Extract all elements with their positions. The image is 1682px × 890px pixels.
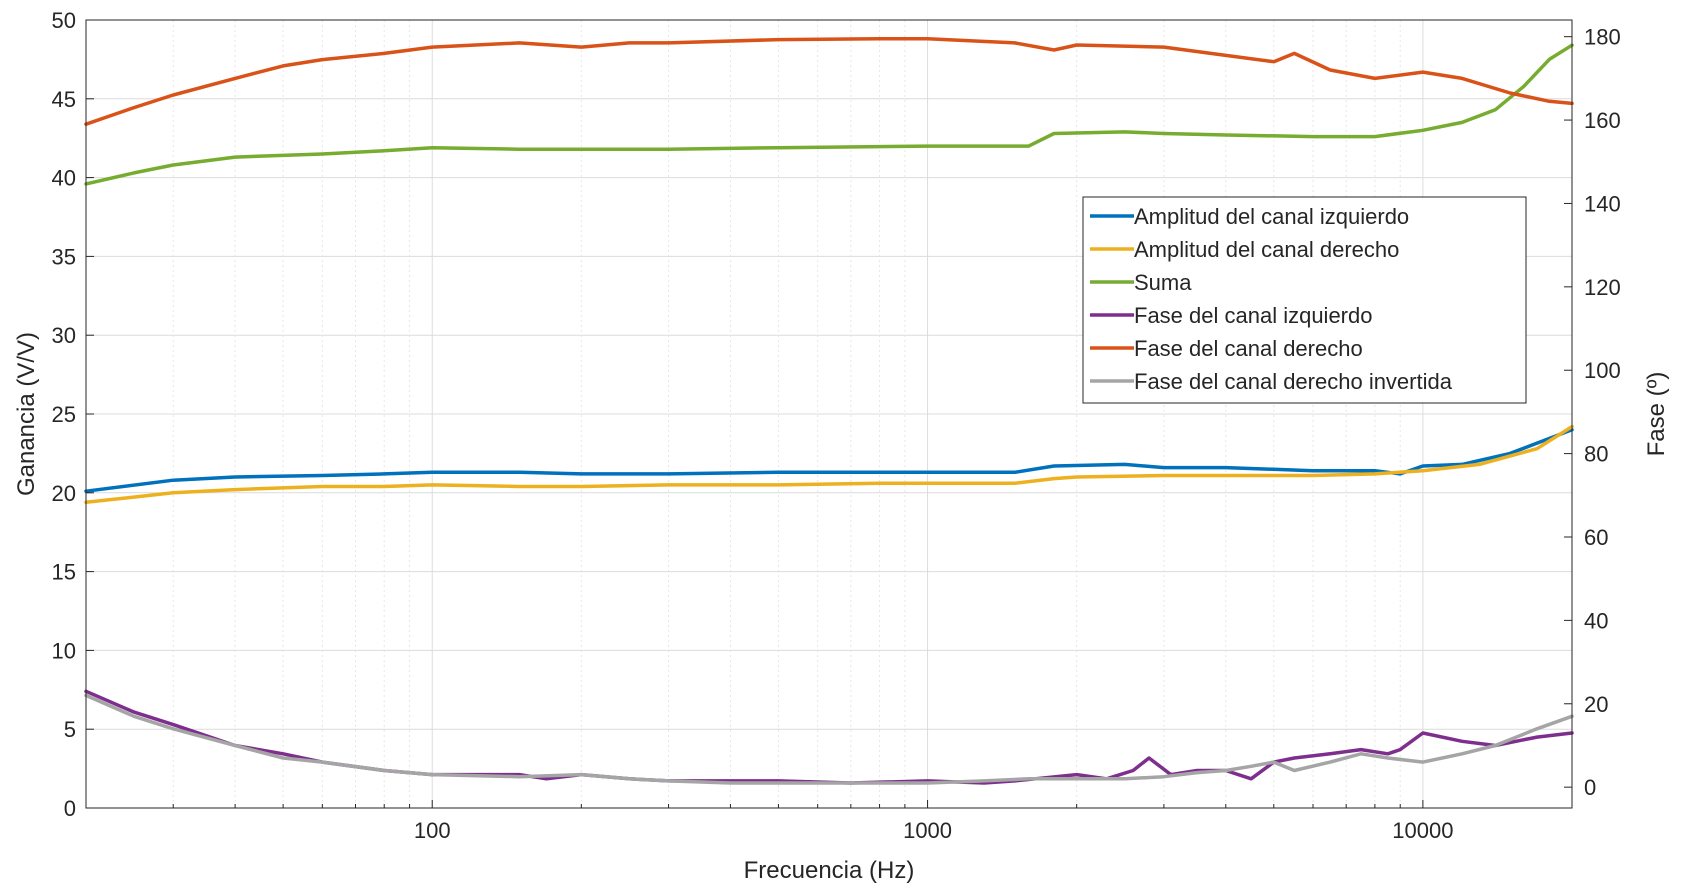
y-left-tick-label: 25 — [52, 402, 76, 427]
x-axis-label: Frecuencia (Hz) — [744, 857, 915, 884]
legend-box — [1082, 196, 1527, 404]
legend-entry: Suma — [1134, 270, 1192, 295]
y-left-tick-label: 35 — [52, 244, 76, 269]
y-right-tick-label: 60 — [1584, 525, 1608, 550]
series-line-6 — [84, 693, 1574, 785]
y-left-tick-label: 20 — [52, 481, 76, 506]
y-right-tick-label: 180 — [1584, 25, 1621, 50]
legend-entry: Amplitud del canal izquierdo — [1134, 204, 1409, 229]
y-left-tick-label: 10 — [52, 638, 76, 663]
y-left-axis-ticks: 0 5 10 15 20 25 30 35 40 45 50 — [52, 8, 94, 821]
y-left-tick-label: 0 — [64, 796, 76, 821]
y-left-axis-label: Ganancia (V/V) — [13, 332, 40, 496]
legend-entry: Fase del canal derecho invertida — [1134, 369, 1453, 394]
y-left-tick-label: 5 — [64, 717, 76, 742]
y-right-axis-ticks: 0 20 40 60 80 100 120 140 160 180 — [1564, 25, 1621, 800]
y-left-tick-label: 50 — [52, 8, 76, 33]
x-tick-label: 100 — [414, 818, 451, 843]
series-line-3 — [84, 43, 1574, 186]
series-line-2 — [84, 424, 1574, 505]
legend-entry: Fase del canal derecho — [1134, 336, 1363, 361]
y-right-tick-label: 100 — [1584, 358, 1621, 383]
series-line-4 — [84, 689, 1574, 785]
y-right-tick-label: 80 — [1584, 442, 1608, 467]
y-right-tick-label: 40 — [1584, 608, 1608, 633]
x-tick-label: 10000 — [1392, 818, 1453, 843]
y-right-tick-label: 120 — [1584, 275, 1621, 300]
y-right-tick-label: 20 — [1584, 692, 1608, 717]
legend-items: Amplitud del canal izquierdo Amplitud del… — [1090, 204, 1453, 394]
x-tick-label: 1000 — [903, 818, 952, 843]
y-left-tick-label: 30 — [52, 323, 76, 348]
y-left-tick-label: 15 — [52, 560, 76, 585]
x-axis-ticks: 100 1000 10000 — [85, 800, 1573, 843]
legend-entry: Amplitud del canal derecho — [1134, 237, 1399, 262]
series-lines — [84, 37, 1574, 785]
legend-entry: Fase del canal izquierdo — [1134, 303, 1372, 328]
y-right-tick-label: 160 — [1584, 108, 1621, 133]
series-line-5 — [84, 37, 1574, 126]
legend: Amplitud del canal izquierdo Amplitud del… — [1082, 196, 1527, 404]
y-right-tick-label: 140 — [1584, 191, 1621, 216]
y-left-tick-label: 40 — [52, 166, 76, 191]
y-right-tick-label: 0 — [1584, 775, 1596, 800]
y-left-tick-label: 45 — [52, 87, 76, 112]
series-line-1 — [84, 428, 1574, 493]
y-right-axis-label: Fase (º) — [1643, 372, 1670, 457]
